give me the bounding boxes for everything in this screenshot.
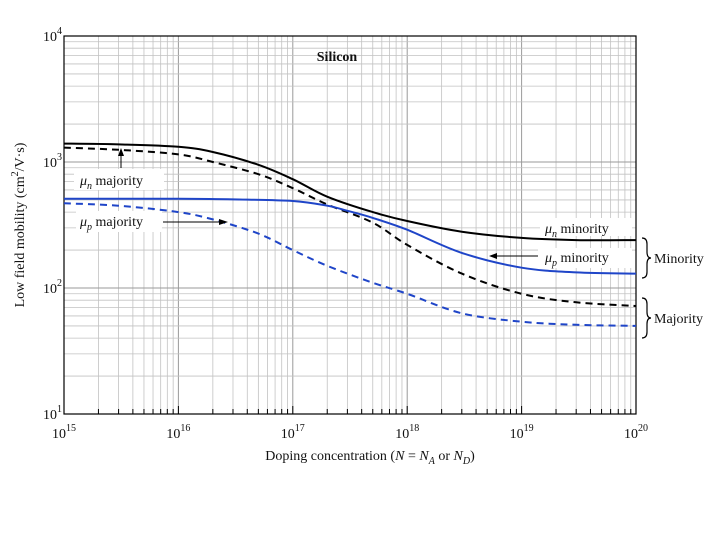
majority-brace <box>641 297 652 339</box>
y-tick-label-10e2: 102 <box>43 278 62 297</box>
x-tick-label-10e18: 1018 <box>395 423 419 442</box>
minority-brace <box>641 237 652 279</box>
x-tick-label-10e17: 1017 <box>281 423 305 442</box>
mu-p-minority-label: μp minority <box>544 251 609 269</box>
x-axis-label: Doping concentration (N = NA or ND) <box>265 449 475 467</box>
mu-p-majority-label-bg <box>76 211 162 232</box>
series-line-mun-majority <box>63 146 637 307</box>
series-group <box>63 142 637 327</box>
mu-p-majority-label: μp majority <box>79 215 143 233</box>
mu-p-minority-label-bg <box>538 248 632 268</box>
mu-n-majority-arrowhead <box>118 148 124 156</box>
mu-p-majority-arrowhead <box>219 219 228 225</box>
series-line-mup-minority <box>63 197 637 275</box>
x-tick-label-10e15: 1015 <box>52 423 76 442</box>
majority-group-label: Majority <box>654 312 703 327</box>
x-tick-label-10e20: 1020 <box>624 423 648 442</box>
series-line-mup-majority <box>63 202 637 327</box>
x-tick-label-10e16: 1016 <box>166 423 190 442</box>
y-tick-label-10e1: 101 <box>43 404 62 423</box>
plot-frame <box>63 35 637 415</box>
y-tick-label-10e4: 104 <box>43 26 62 45</box>
mu-n-majority-label: μn majority <box>79 174 143 192</box>
mu-n-majority-label-bg <box>74 169 164 190</box>
mu-p-minority-arrowhead <box>489 253 497 259</box>
chart-title: Silicon <box>317 50 358 65</box>
x-tick-label-10e19: 1019 <box>510 423 534 442</box>
y-tick-label-10e3: 103 <box>43 152 62 171</box>
minority-group-label: Minority <box>654 252 704 267</box>
mu-n-minority-label-bg <box>540 218 632 236</box>
series-line-mun-minority <box>63 142 637 242</box>
y-axis-label: Low field mobility (cm2/V·s) <box>10 142 28 307</box>
mu-n-minority-label: μn minority <box>544 222 609 240</box>
